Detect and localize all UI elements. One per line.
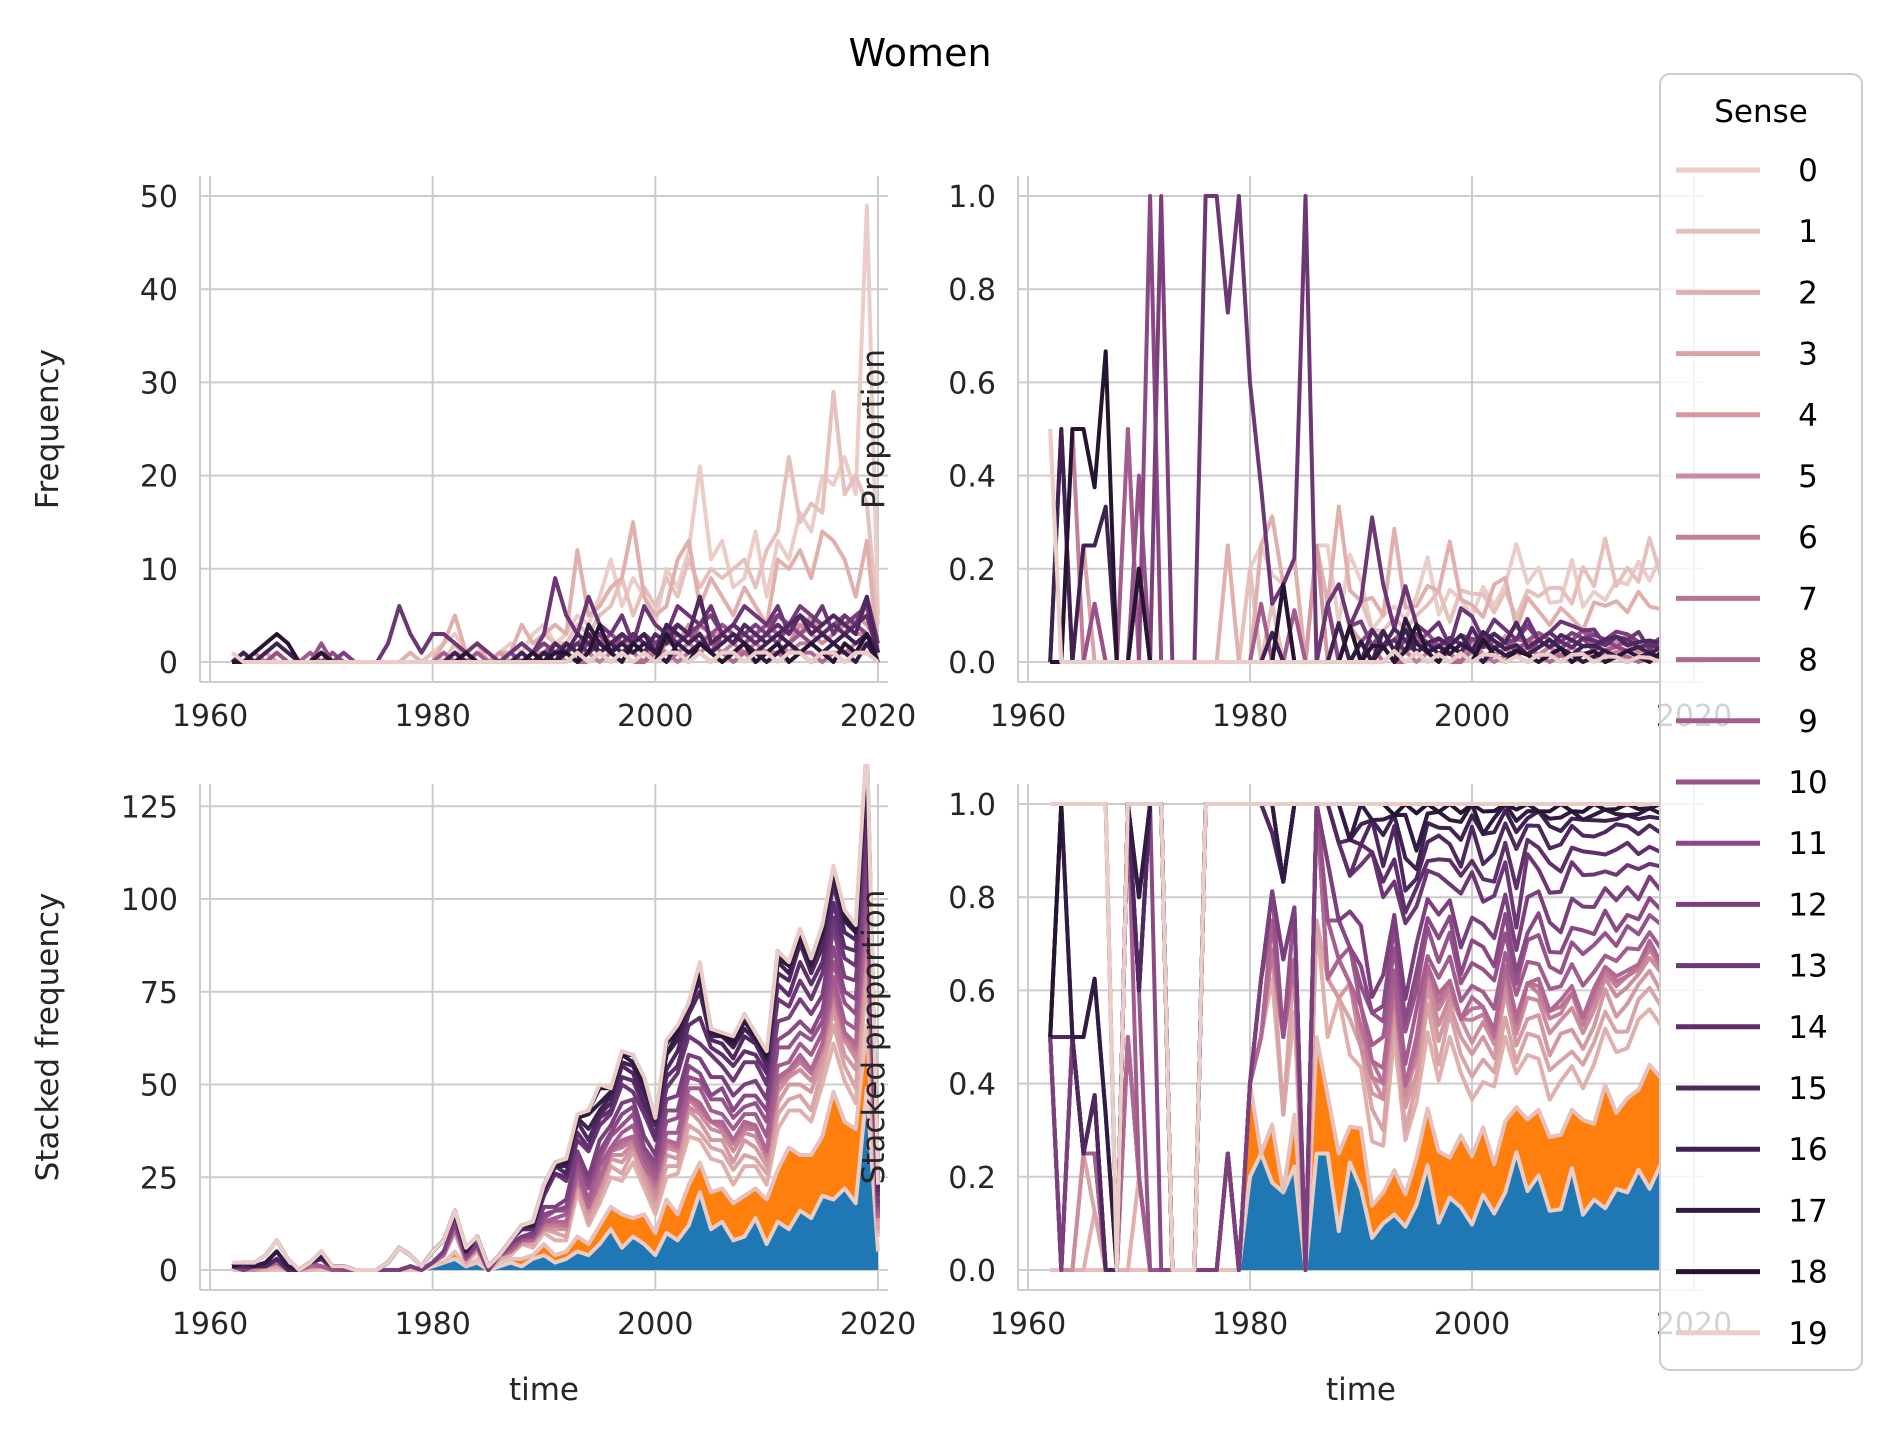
legend-frame [1659, 73, 1863, 1371]
x-axis-label: time [1326, 1372, 1396, 1408]
legend-label: 17 [1788, 1193, 1827, 1229]
fill-sense-0 [232, 1088, 878, 1270]
legend-label: 15 [1788, 1071, 1827, 1107]
y-tick-label: 1.0 [948, 180, 996, 215]
y-axis-label: Proportion [856, 349, 892, 509]
y-tick-label: 30 [140, 366, 178, 401]
y-tick-label: 0.8 [948, 273, 996, 308]
y-tick-label: 50 [140, 1069, 178, 1104]
x-tick-label: 1980 [1212, 699, 1288, 734]
legend-label: 3 [1798, 337, 1818, 373]
y-axis-label: Stacked proportion [856, 890, 892, 1185]
y-tick-label: 25 [140, 1161, 178, 1196]
legend-title: Sense [1714, 94, 1808, 130]
x-axis-label: time [509, 1372, 579, 1408]
y-tick-label: 0.4 [948, 460, 996, 495]
x-tick-label: 1980 [1212, 1307, 1288, 1342]
y-axis-label: Stacked frequency [30, 893, 66, 1182]
y-tick-label: 0.2 [948, 1161, 996, 1196]
fill-sense-1 [1050, 1037, 1660, 1270]
y-tick-label: 0.4 [948, 1068, 996, 1103]
x-tick-label: 2020 [840, 1307, 916, 1342]
legend-label: 5 [1798, 459, 1818, 495]
legend-label: 16 [1788, 1132, 1827, 1168]
series-line-sense-19 [1050, 802, 1660, 1272]
y-tick-label: 50 [140, 180, 178, 215]
x-tick-label: 1960 [990, 699, 1066, 734]
y-tick-label: 10 [140, 553, 178, 588]
legend-label: 6 [1798, 520, 1818, 556]
y-tick-label: 0.0 [948, 646, 996, 681]
legend-label: 13 [1788, 949, 1827, 985]
x-tick-label: 1980 [394, 1307, 470, 1342]
figure-title: Women [848, 31, 991, 75]
y-tick-label: 100 [121, 883, 178, 918]
panel-bottom-right: 19601980200020200.00.20.40.60.81.0Stacke… [856, 784, 1732, 1408]
y-tick-label: 40 [140, 273, 178, 308]
legend-label: 11 [1788, 826, 1827, 862]
y-tick-label: 0.6 [948, 366, 996, 401]
y-tick-label: 0 [159, 1254, 178, 1289]
x-tick-label: 1960 [172, 1307, 248, 1342]
series-line-sense-1 [232, 389, 880, 664]
panel-top-right: 19601980200020200.00.20.40.60.81.0Propor… [856, 176, 1732, 734]
fill-sense-1 [232, 1025, 878, 1270]
y-tick-label: 75 [140, 976, 178, 1011]
y-tick-label: 0.0 [948, 1254, 996, 1289]
y-tick-label: 20 [140, 460, 178, 495]
y-tick-label: 0.8 [948, 881, 996, 916]
fill-sense-0 [1050, 1152, 1660, 1270]
x-tick-label: 2020 [840, 699, 916, 734]
series-line-sense-11 [1048, 802, 1660, 1272]
y-tick-label: 0.6 [948, 974, 996, 1009]
legend-label: 8 [1798, 643, 1818, 679]
y-tick-label: 0 [159, 646, 178, 681]
y-tick-label: 1.0 [948, 788, 996, 823]
x-tick-label: 2000 [617, 1307, 693, 1342]
legend-label: 19 [1788, 1316, 1827, 1352]
panel-bottom-left: 1960 1980 2000 2020 0 25 50 75 100 125 Stacked fre… [30, 764, 916, 1408]
x-tick-label: 2000 [1434, 699, 1510, 734]
x-tick-label: 1960 [172, 699, 248, 734]
panel-top-left: 1960 1980 2000 2020 0 10 20 30 40 50 Frequency [30, 176, 916, 734]
x-tick-label: 2000 [1434, 1307, 1510, 1342]
x-tick-label: 1960 [990, 1307, 1066, 1342]
series-line-sense-19 [230, 650, 880, 664]
legend-label: 1 [1798, 214, 1818, 250]
legend-label: 18 [1788, 1255, 1827, 1291]
legend-label: 12 [1788, 887, 1827, 923]
series-line-sense-19 [232, 764, 880, 1272]
legend-label: 4 [1798, 398, 1818, 434]
x-tick-label: 1980 [394, 699, 470, 734]
series-line-sense-0 [232, 203, 880, 664]
y-axis-label: Frequency [30, 349, 66, 509]
legend-label: 9 [1798, 704, 1818, 740]
legend-label: 14 [1788, 1010, 1827, 1046]
x-tick-label: 2000 [617, 699, 693, 734]
legend-label: 2 [1798, 275, 1818, 311]
y-tick-label: 0.2 [948, 553, 996, 588]
legend-label: 7 [1798, 581, 1818, 617]
legend-label: 10 [1788, 765, 1827, 801]
series-line-sense-19 [1048, 428, 1660, 664]
legend-label: 0 [1798, 153, 1818, 189]
y-tick-label: 125 [121, 790, 178, 825]
